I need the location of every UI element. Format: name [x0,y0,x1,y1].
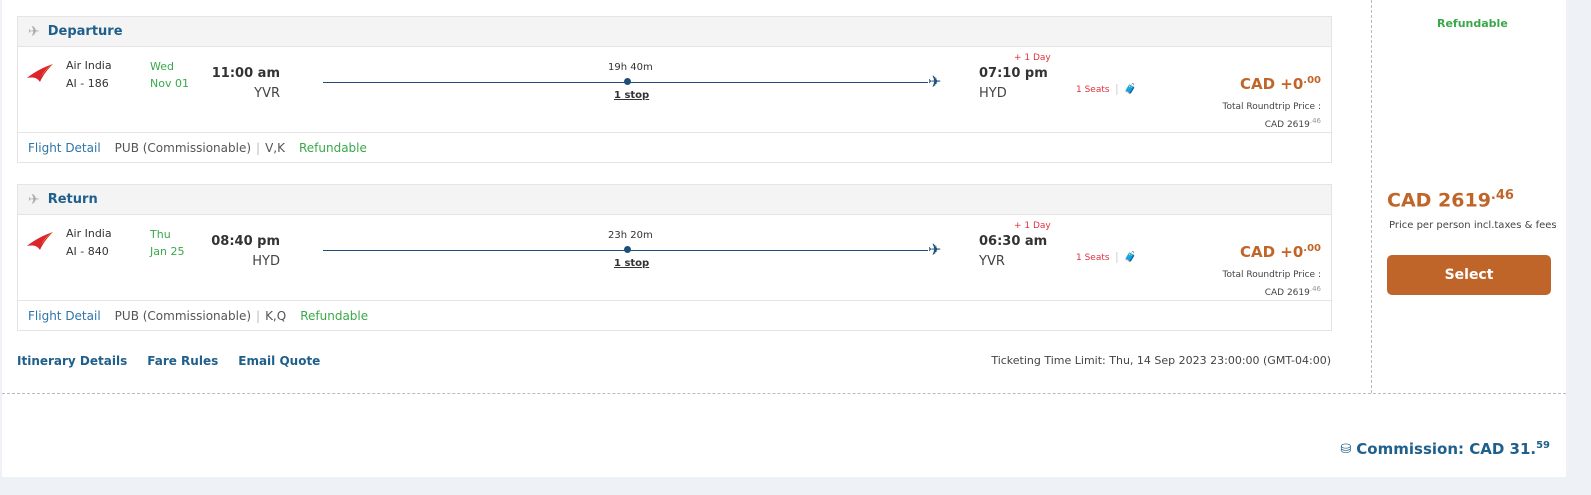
booking-classes: V,K [265,140,285,155]
refundable-label: Refundable [1437,17,1508,30]
segment-title: Return [47,192,98,207]
arrival-time: 07:10 pm [979,66,1048,81]
fare-type: PUB (Commissionable) [114,308,252,323]
flight-segment: ✈ Departure Air India AI - 186 Wed Nov 0… [17,16,1332,163]
departure-time: 11:00 am [211,66,280,81]
flight-number: AI - 186 [66,77,109,90]
divider [1371,0,1372,393]
departure-time: 08:40 pm [211,234,280,249]
separator: | [256,140,261,155]
departure-date: Jan 25 [150,245,185,258]
itinerary-details-link[interactable]: Itinerary Details [17,354,128,368]
segment-footer: Flight Detail PUB (Commissionable) | K,Q… [18,301,1331,330]
day-offset: + 1 Day [1014,53,1051,63]
segment-header: ✈ Return [18,185,1331,215]
separator: | [256,308,261,323]
flight-segment: ✈ Return Air India AI - 840 Thu Jan 25 0… [17,184,1332,331]
segment-title: Departure [47,24,123,39]
stops-link[interactable]: 1 stop [614,258,650,269]
arrival-time: 06:30 am [979,234,1048,249]
price-part: CAD +0 [1239,243,1304,261]
arrival-airport: YVR [979,254,1005,269]
baggage-icon[interactable]: 🧳 [1124,84,1137,95]
departure-airport: HYD [252,254,280,269]
seats-left: 1 Seats [1076,85,1110,95]
segment-body: Air India AI - 840 Thu Jan 25 08:40 pm H… [18,215,1331,301]
stop-dot [624,78,631,85]
airline-name: Air India [66,227,112,240]
segment-header: ✈ Departure [18,17,1331,47]
stop-dot [624,246,631,253]
ticketing-time-limit: Ticketing Time Limit: Thu, 14 Sep 2023 2… [991,354,1331,367]
price-part: CAD 2619 [1264,288,1310,298]
arrival-airport: HYD [979,86,1007,101]
total-price: CAD 2619.46 [1265,117,1321,130]
total-price: CAD 2619.46 [1265,285,1321,298]
refundable-status: Refundable [298,140,367,155]
price-part: CAD +0 [1239,75,1304,93]
total-label: Total Roundtrip Price : [1222,270,1321,280]
seats-left: 1 Seats [1076,253,1110,263]
segment-body: Air India AI - 186 Wed Nov 01 11:00 am Y… [18,47,1331,133]
commission-label: Commission: CAD 31. [1356,440,1537,458]
baggage-icon[interactable]: 🧳 [1124,252,1137,263]
price-decimals: .46 [1490,188,1514,203]
refundable-status: Refundable [300,308,369,323]
plane-icon: ✈ [928,240,942,259]
flight-detail-link[interactable]: Flight Detail [28,308,101,323]
price-part: CAD 2619 [1264,120,1310,130]
airline-name: Air India [66,59,112,72]
price-part: .46 [1309,285,1321,293]
select-button[interactable]: Select [1387,255,1551,295]
fare-rules-link[interactable]: Fare Rules [147,354,219,368]
coins-icon: ⛁ [1340,441,1352,457]
air-india-logo [27,64,53,82]
separator: | [1115,250,1119,263]
departure-date: Nov 01 [150,77,189,90]
commission-decimals: 59 [1536,440,1550,451]
departure-airport: YVR [254,86,280,101]
price-part: .00 [1303,243,1321,254]
separator: | [1115,82,1119,95]
card-links: Itinerary Details Fare Rules Email Quote [17,354,320,368]
price-part: .46 [1309,117,1321,125]
stops-link[interactable]: 1 stop [614,90,650,101]
total-price: CAD 2619.46 [1387,188,1514,211]
segment-footer: Flight Detail PUB (Commissionable) | V,K… [18,133,1331,162]
departure-day: Thu [150,228,171,241]
day-offset: + 1 Day [1014,221,1051,231]
email-quote-link[interactable]: Email Quote [238,354,321,368]
departure-day: Wed [150,60,174,73]
flight-detail-link[interactable]: Flight Detail [28,140,101,155]
duration: 19h 40m [608,62,653,73]
plane-icon: ✈ [28,191,40,208]
price-note: Price per person incl.taxes & fees [1389,220,1557,231]
fare-type: PUB (Commissionable) [114,140,252,155]
fare-card: ✈ Departure Air India AI - 186 Wed Nov 0… [2,0,1566,477]
flight-number: AI - 840 [66,245,109,258]
plane-icon: ✈ [28,23,40,40]
total-label: Total Roundtrip Price : [1222,102,1321,112]
price-main: CAD 2619 [1387,189,1491,212]
commission: ⛁ Commission: CAD 31.59 [1340,440,1550,458]
duration: 23h 20m [608,230,653,241]
segment-price: CAD +0.00 [1240,75,1321,93]
booking-classes: K,Q [265,308,287,323]
segment-price: CAD +0.00 [1240,243,1321,261]
air-india-logo [27,232,53,250]
plane-icon: ✈ [928,72,942,91]
divider [2,393,1566,394]
price-part: .00 [1303,75,1321,86]
